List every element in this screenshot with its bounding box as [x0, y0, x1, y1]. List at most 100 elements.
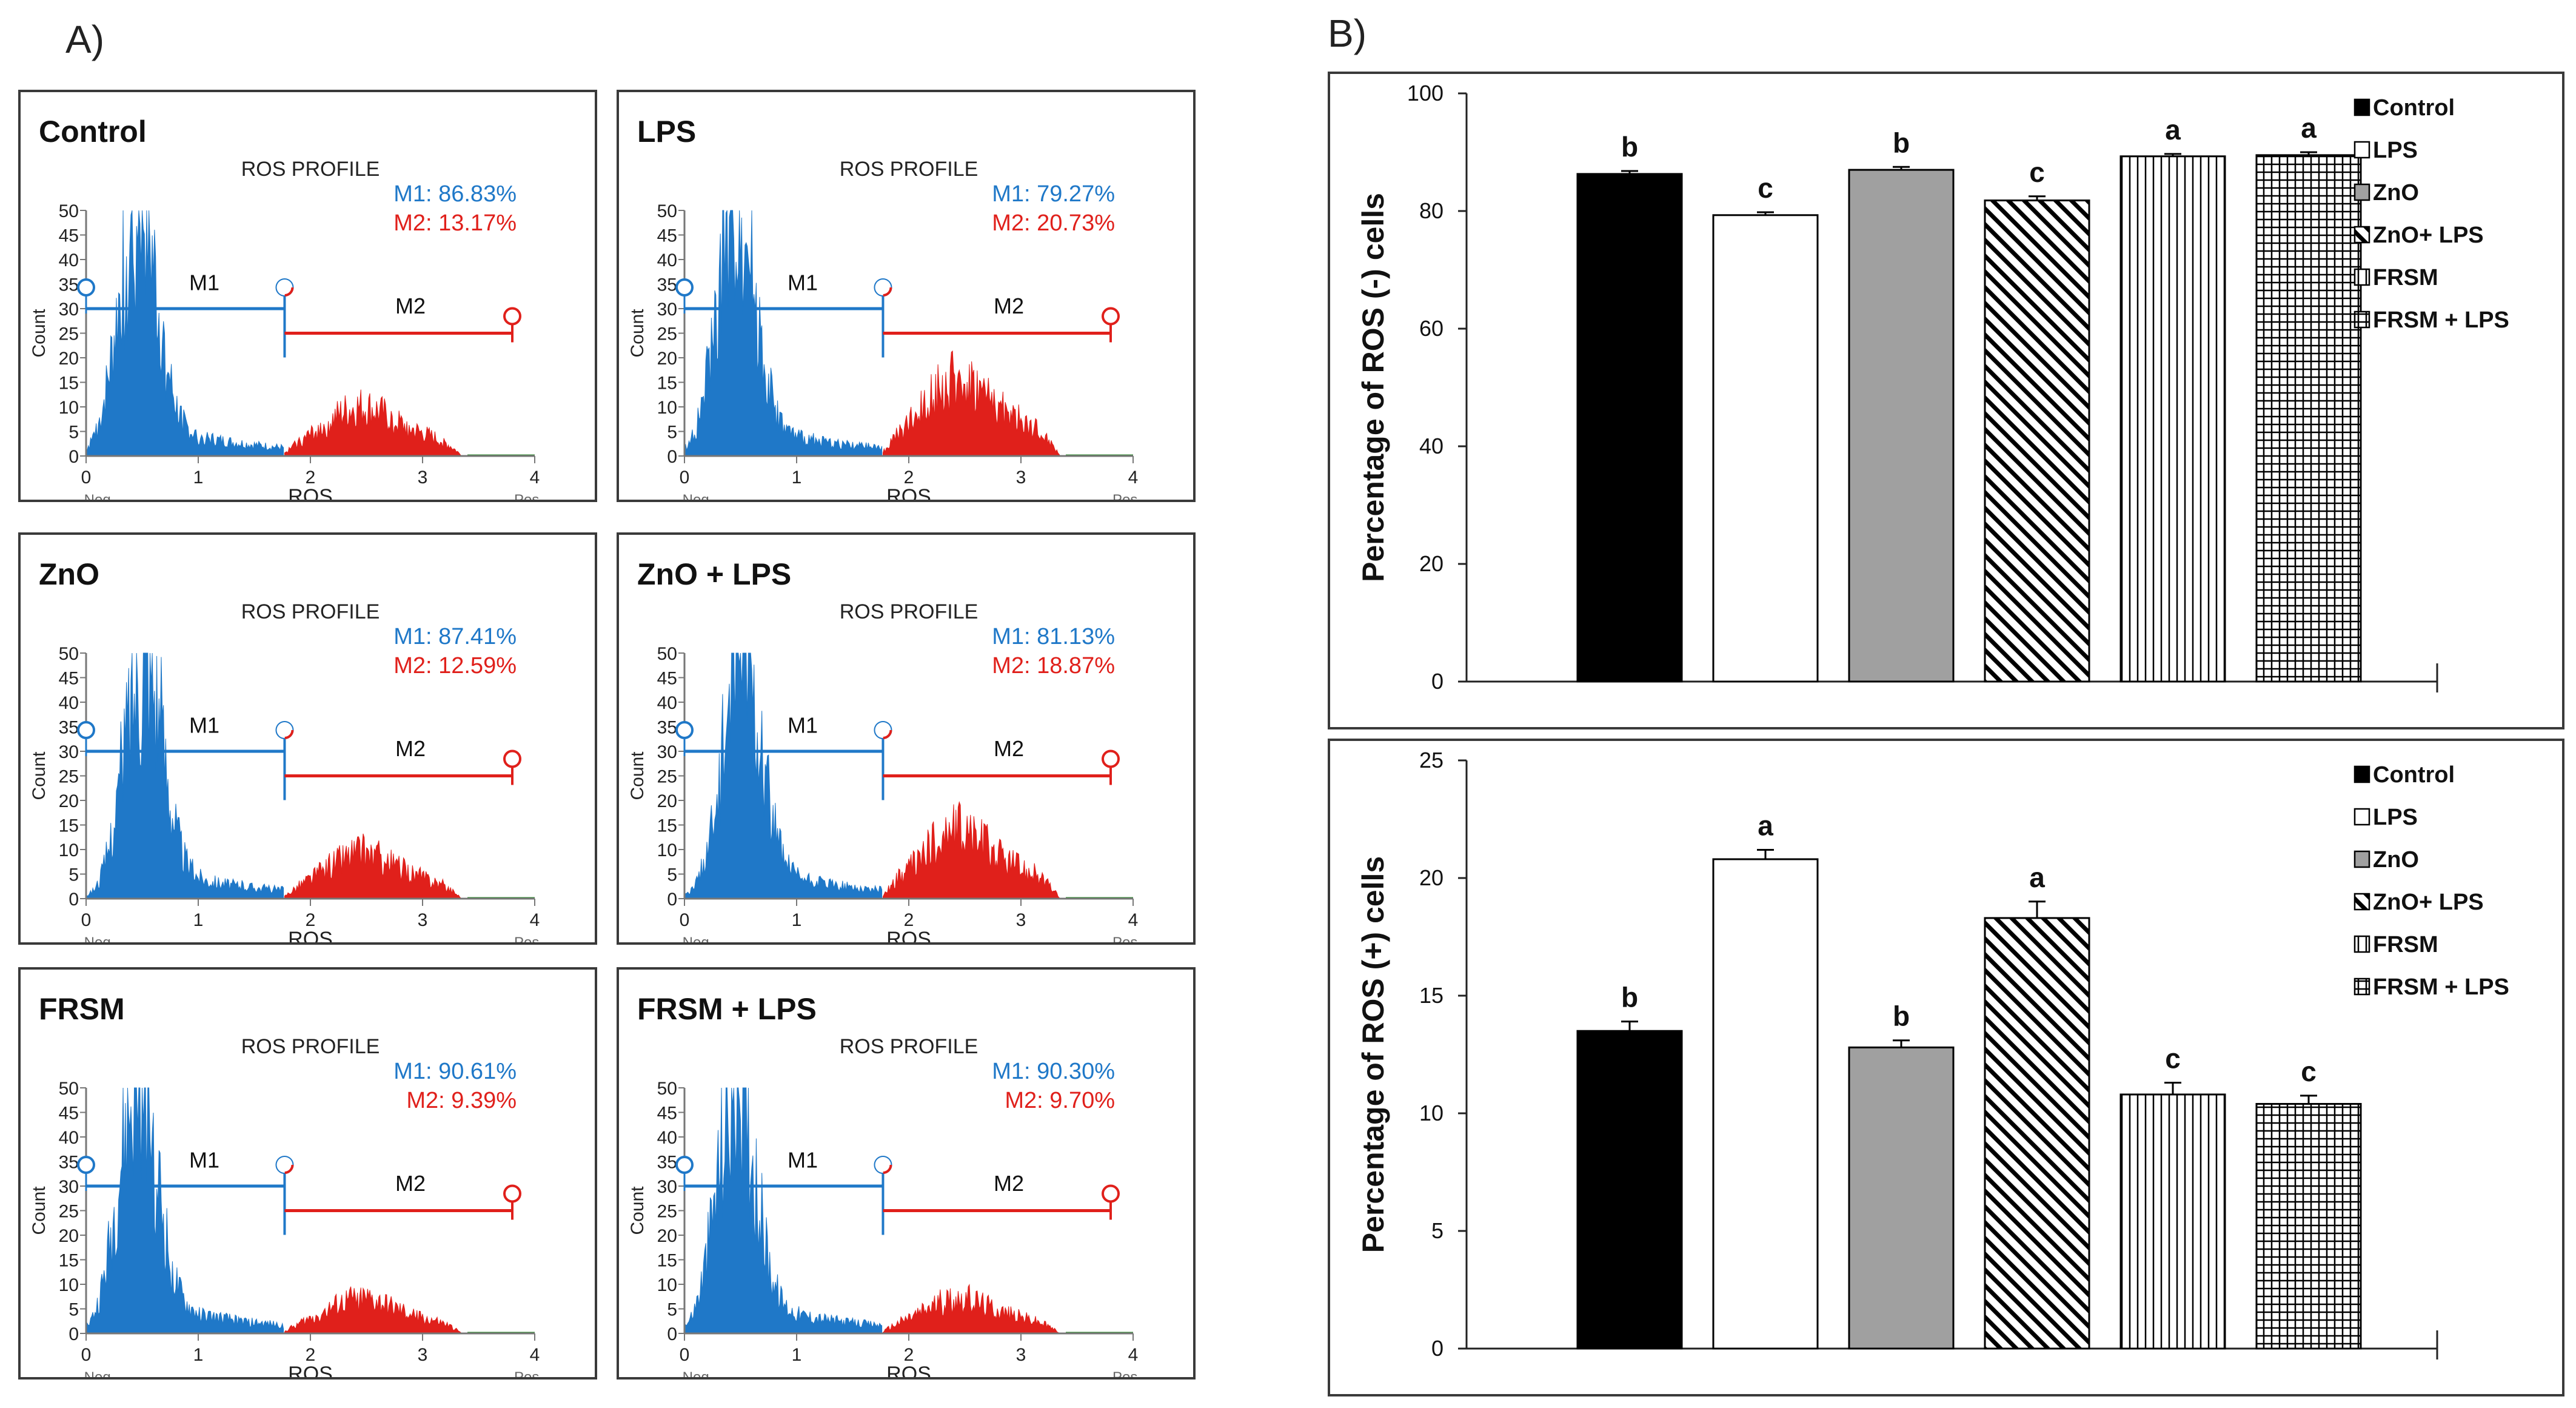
panel-a-label: A)	[65, 18, 104, 61]
plot-title: ROS PROFILE	[241, 600, 380, 623]
m2-label: M2	[994, 293, 1024, 318]
y-tick-label: 10	[657, 840, 677, 860]
y-tick-label: 25	[59, 767, 79, 787]
y-tick-label: 25	[59, 1202, 79, 1222]
m2-gate-start-handle	[275, 278, 294, 297]
panel-title: ZnO + LPS	[637, 557, 791, 591]
plot-title: ROS PROFILE	[241, 1035, 380, 1058]
m1-histogram-area	[684, 652, 883, 899]
x-tick-label: 1	[792, 910, 802, 930]
m2-percentage: M2: 18.87%	[992, 653, 1115, 679]
x-tick-label: 2	[306, 1345, 316, 1365]
y-tick-label: 0	[667, 890, 677, 910]
significance-letter: b	[1893, 1001, 1910, 1032]
m2-gate-start-handle	[275, 721, 294, 739]
y-tick-label: 15	[657, 1251, 677, 1271]
m2-label: M2	[994, 1171, 1024, 1196]
histogram-plot: ZnO ROS PROFILE 0 5 10 15 20 25 30 35 40 45 50 0 1 2 3 4 N…	[29, 557, 543, 942]
m2-percentage: M2: 13.17%	[393, 210, 517, 236]
y-axis-label: Percentage of ROS (-) cells	[1356, 193, 1390, 582]
bar-lps	[1712, 858, 1819, 1350]
significance-letter: a	[2165, 114, 2181, 146]
x-axis-label: ROS	[886, 1363, 931, 1377]
significance-letter: a	[2029, 862, 2045, 893]
x-tick-label: 4	[530, 910, 540, 930]
bar-lps	[1712, 214, 1819, 683]
m2-histogram-area	[284, 833, 534, 899]
bar-frsm-lps	[2255, 1102, 2362, 1350]
m2-histogram-area	[882, 1283, 1132, 1334]
bar-control	[1576, 1030, 1683, 1350]
y-tick-label: 50	[59, 1079, 79, 1099]
m1-histogram-area	[684, 210, 883, 457]
legend-swatch	[2354, 183, 2370, 201]
y-tick-label: 50	[59, 644, 79, 664]
y-tick-label: 50	[657, 1079, 677, 1099]
m1-percentage: M1: 79.27%	[992, 181, 1115, 207]
y-tick-label: 15	[1419, 983, 1444, 1008]
m1-gate-start-handle	[77, 1156, 95, 1174]
x-tick-label: 0	[81, 468, 92, 488]
significance-letter: c	[2165, 1043, 2181, 1074]
m1-histogram-area	[85, 1087, 284, 1334]
y-tick-label: 45	[657, 1104, 677, 1124]
y-tick-label: 80	[1419, 198, 1444, 223]
m1-percentage: M1: 90.61%	[393, 1059, 517, 1084]
bar-chart-plot: 0 20 40 60 80 100 Percentage of ROS (-) cells b…	[1356, 81, 2509, 694]
m2-histogram-area	[882, 800, 1132, 899]
significance-letter: b	[1621, 982, 1638, 1013]
significance-letter: b	[1893, 127, 1910, 158]
m2-percentage: M2: 9.39%	[406, 1088, 517, 1113]
m2-label: M2	[395, 1171, 426, 1196]
panel-title: FRSM + LPS	[637, 992, 817, 1026]
m2-histogram-area	[882, 350, 1132, 457]
m2-gate-end-handle	[503, 307, 521, 326]
bar-chart-plot: 0 5 10 15 20 25 Percentage of ROS (+) cells b a b…	[1356, 748, 2509, 1361]
y-tick-label: 5	[69, 865, 79, 885]
y-tick-label: 20	[59, 349, 79, 369]
y-tick-label: 30	[59, 742, 79, 762]
y-tick-label: 20	[59, 791, 79, 811]
neg-label: Neg.	[683, 934, 714, 942]
y-tick-label: 35	[59, 1153, 79, 1173]
legend-label: FRSM	[2373, 932, 2438, 957]
y-tick-label: 50	[657, 644, 677, 664]
y-tick-label: 0	[1431, 1336, 1444, 1361]
y-tick-label: 40	[1419, 434, 1444, 458]
bar-frsm-lps	[2255, 154, 2362, 683]
y-tick-label: 60	[1419, 316, 1444, 341]
y-tick-label: 35	[59, 275, 79, 295]
x-tick-label: 3	[418, 910, 428, 930]
x-tick-label: 3	[418, 468, 428, 488]
plot-title: ROS PROFILE	[840, 158, 979, 181]
y-axis-label: Count	[627, 1186, 647, 1235]
x-tick-label: 0	[680, 468, 690, 488]
pos-label: Pos.	[1112, 1369, 1142, 1377]
y-tick-label: 35	[657, 718, 677, 738]
m1-gate-start-handle	[675, 278, 694, 297]
y-tick-label: 5	[667, 865, 677, 885]
x-tick-label: 3	[418, 1345, 428, 1365]
y-tick-label: 10	[657, 1275, 677, 1295]
y-tick-label: 25	[657, 324, 677, 344]
panel-b-label: B)	[1328, 12, 1367, 55]
y-tick-label: 15	[657, 374, 677, 394]
legend-swatch	[2354, 893, 2370, 911]
legend-swatch	[2354, 268, 2370, 286]
x-tick-label: 4	[530, 468, 540, 488]
legend-label: ZnO	[2373, 847, 2419, 873]
legend-label: ZnO+ LPS	[2373, 890, 2484, 915]
m1-gate-start-handle	[675, 1156, 694, 1174]
pos-label: Pos.	[514, 934, 543, 942]
legend-label: LPS	[2373, 138, 2418, 163]
panel-title: LPS	[637, 115, 696, 149]
y-tick-label: 30	[657, 300, 677, 320]
m2-percentage: M2: 12.59%	[393, 653, 517, 679]
neg-label: Neg.	[84, 1369, 115, 1377]
significance-letter: c	[2301, 1056, 2317, 1087]
significance-letter: a	[2301, 112, 2317, 144]
x-tick-label: 2	[306, 468, 316, 488]
neg-label: Neg.	[683, 1369, 714, 1377]
